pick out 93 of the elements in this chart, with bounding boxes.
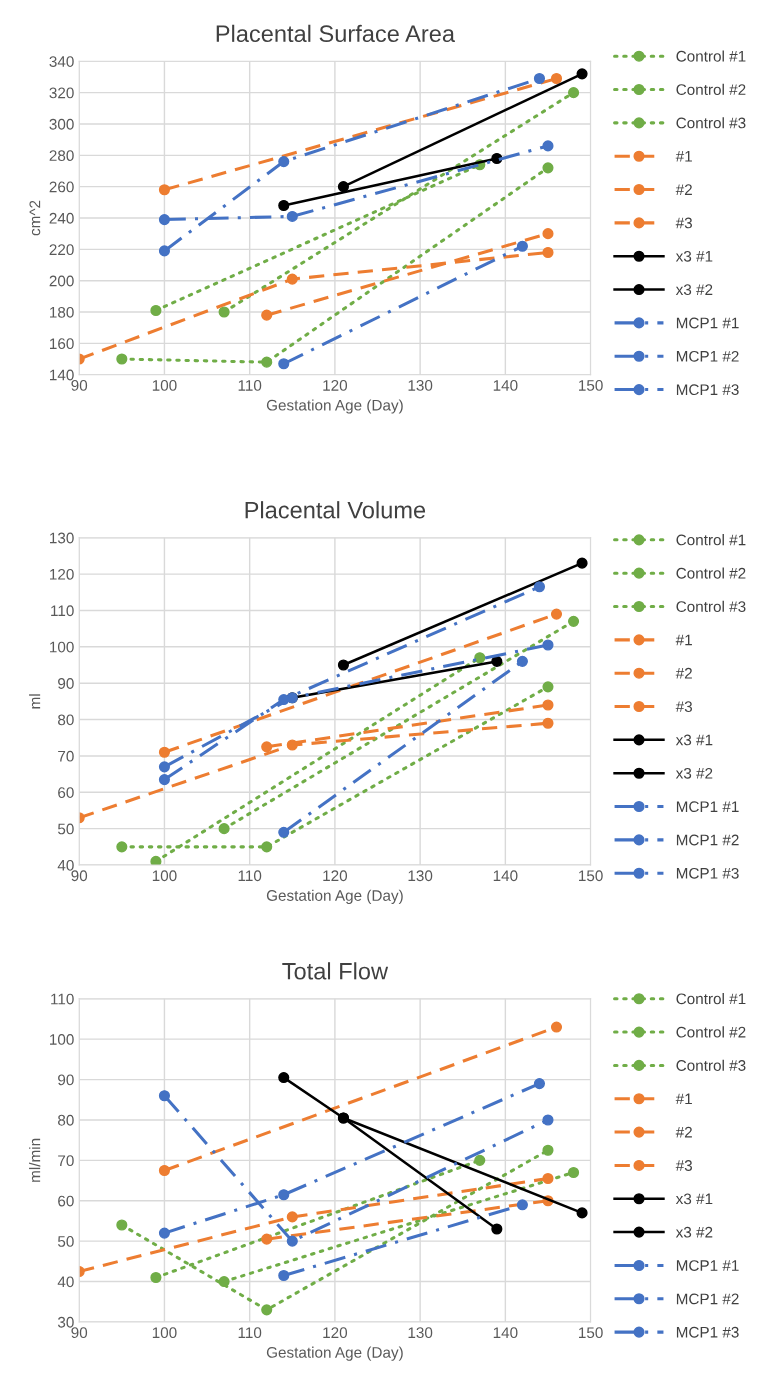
y-tick-label: 40 <box>57 859 74 871</box>
y-tick-label: 120 <box>50 568 74 580</box>
legend-label: #1 <box>675 634 692 646</box>
y-tick-label: 40 <box>57 1276 74 1288</box>
legend-label: MCP1 #3 <box>676 384 739 396</box>
legend-label: x3 #2 <box>675 284 713 296</box>
x-tick-label: 90 <box>71 1327 88 1339</box>
y-tick-label: 50 <box>57 823 74 835</box>
x-axis-title: Gestation Age (Day) <box>266 1346 403 1361</box>
y-tick-label: 180 <box>50 306 74 318</box>
x-tick-label: 100 <box>152 1327 177 1339</box>
legend-label: x3 #2 <box>675 767 713 779</box>
x-tick-label: 110 <box>238 379 262 391</box>
legend-label: #2 <box>675 667 692 679</box>
legend-label: Control #2 <box>676 83 746 96</box>
chart-title: Placental Volume <box>245 501 426 519</box>
x-axis-title: Gestation Age (Day) <box>266 889 403 904</box>
legend-label: Control #1 <box>676 50 746 62</box>
legend-label: MCP1 #1 <box>676 1260 739 1271</box>
x-tick-label: 110 <box>238 870 262 882</box>
legend-label: Control #2 <box>676 567 746 579</box>
x-tick-label: 140 <box>493 870 518 882</box>
legend-label: #1 <box>675 1093 692 1105</box>
y-axis-title: cm^2 <box>29 200 41 236</box>
chart-title: Total Flow <box>282 962 389 980</box>
chart-title: Placental Surface Area <box>216 24 455 43</box>
legend-label: #1 <box>675 151 692 162</box>
y-tick-label: 200 <box>49 275 74 287</box>
legend-label: x3 #1 <box>675 1193 713 1205</box>
y-tick-label: 110 <box>51 605 74 617</box>
legend-label: MCP1 #3 <box>676 867 739 879</box>
y-axis-title: ml/min <box>29 1138 41 1182</box>
legend-label: Control #1 <box>676 534 746 546</box>
legend-label: #3 <box>675 217 692 229</box>
y-tick-label: 50 <box>57 1236 74 1247</box>
legend-label: #2 <box>675 1126 692 1138</box>
legend-label: MCP1 #2 <box>676 834 739 846</box>
legend-label: Control #3 <box>676 600 746 613</box>
y-tick-label: 340 <box>49 56 74 67</box>
y-tick-label: 100 <box>50 641 74 653</box>
x-tick-label: 90 <box>71 870 88 882</box>
x-tick-label: 110 <box>238 1327 262 1339</box>
x-tick-label: 140 <box>493 1327 518 1339</box>
y-tick-label: 280 <box>49 150 74 162</box>
y-tick-label: 140 <box>50 369 74 381</box>
x-tick-label: 140 <box>493 379 518 391</box>
legend-label: #3 <box>675 701 692 713</box>
y-tick-label: 90 <box>58 678 74 689</box>
y-tick-label: 300 <box>49 118 74 130</box>
legend-label: Control #2 <box>676 1026 746 1038</box>
x-tick-label: 150 <box>579 870 603 882</box>
legend-label: #3 <box>675 1160 692 1171</box>
y-tick-label: 30 <box>57 1316 74 1328</box>
x-tick-label: 120 <box>323 1327 348 1339</box>
legend-label: x3 #2 <box>675 1226 713 1238</box>
x-tick-label: 150 <box>579 379 603 391</box>
y-tick-label: 240 <box>49 212 74 224</box>
y-tick-label: 90 <box>58 1074 74 1086</box>
y-tick-label: 80 <box>58 714 74 726</box>
y-tick-label: 70 <box>58 750 74 762</box>
legend-label: Control #3 <box>676 1059 746 1071</box>
y-tick-label: 70 <box>58 1155 74 1167</box>
x-tick-label: 100 <box>152 379 177 391</box>
legend-label: Control #1 <box>676 993 746 1005</box>
legend-label: MCP1 #2 <box>676 350 739 362</box>
y-tick-label: 220 <box>49 244 74 256</box>
legend-label: MCP1 #1 <box>676 317 739 329</box>
legend-label: x3 #1 <box>675 734 713 746</box>
x-tick-label: 90 <box>71 379 88 391</box>
x-tick-label: 100 <box>152 870 177 882</box>
legend-label: MCP1 #2 <box>676 1293 739 1305</box>
y-tick-label: 80 <box>58 1114 74 1126</box>
y-tick-label: 130 <box>50 532 74 544</box>
x-tick-label: 120 <box>323 870 348 882</box>
x-tick-label: 130 <box>408 870 433 882</box>
x-axis-title: Gestation Age (Day) <box>266 399 403 414</box>
y-tick-label: 110 <box>51 993 74 1005</box>
y-tick-label: 60 <box>58 787 74 798</box>
x-tick-label: 150 <box>579 1327 603 1339</box>
y-tick-label: 100 <box>50 1034 74 1045</box>
x-tick-label: 130 <box>408 379 433 391</box>
legend-label: MCP1 #3 <box>676 1326 739 1338</box>
y-tick-label: 260 <box>49 181 74 193</box>
legend-label: x3 #1 <box>675 250 713 262</box>
legend-label: MCP1 #1 <box>676 801 739 813</box>
y-tick-label: 60 <box>58 1195 74 1207</box>
y-tick-label: 320 <box>49 87 74 99</box>
y-tick-label: 160 <box>50 338 74 350</box>
legend-label: #2 <box>675 184 692 195</box>
y-axis-title: ml <box>29 694 41 709</box>
x-tick-label: 130 <box>408 1327 433 1339</box>
legend-label: Control #3 <box>676 117 746 129</box>
x-tick-label: 120 <box>323 379 348 391</box>
